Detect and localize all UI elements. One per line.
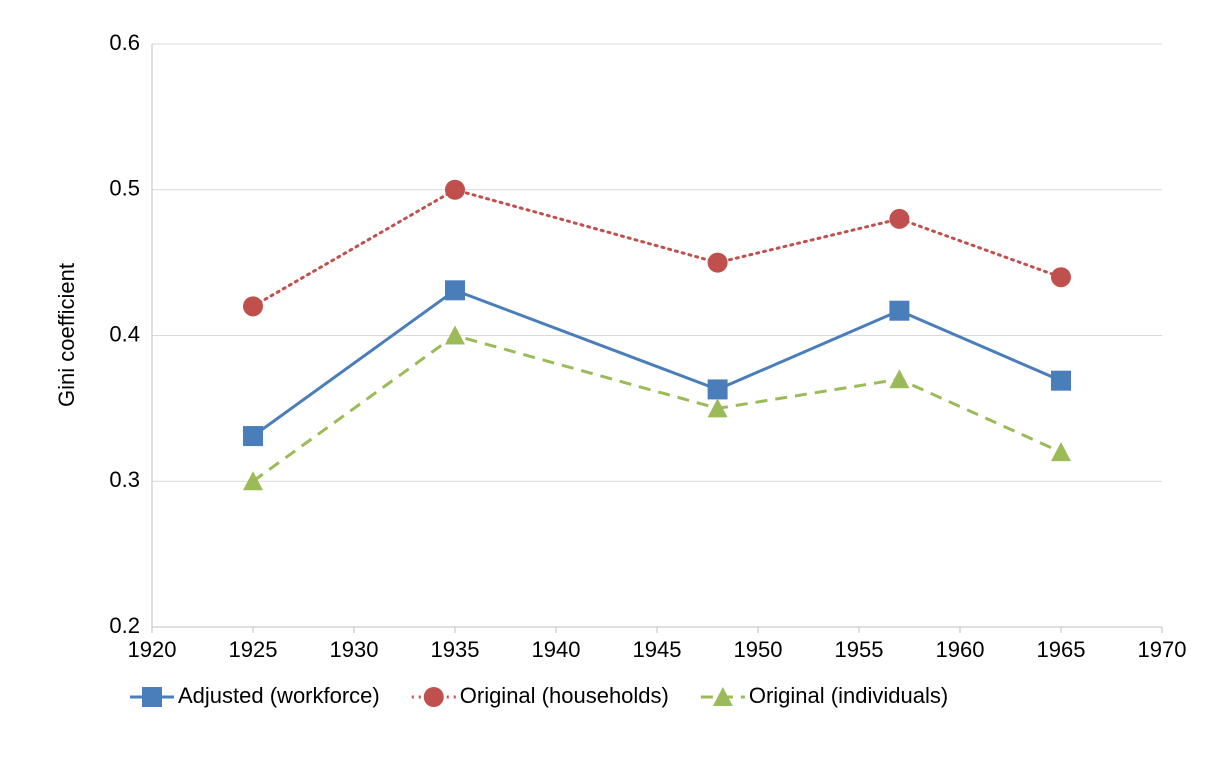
x-tick-label: 1950	[734, 637, 783, 662]
marker	[889, 208, 910, 229]
x-tick-label: 1930	[330, 637, 379, 662]
marker	[445, 280, 465, 301]
marker	[445, 325, 465, 345]
series-line	[252, 333, 1062, 483]
x-tick-label: 1935	[431, 637, 480, 662]
marker	[1051, 370, 1071, 391]
series-line	[251, 188, 1063, 308]
y-axis-label: Gini coefficient	[54, 263, 79, 407]
series-line	[252, 288, 1062, 438]
marker	[243, 426, 263, 447]
y-tick-label: 0.4	[109, 321, 140, 346]
marker	[1051, 442, 1071, 462]
marker	[445, 179, 465, 200]
marker	[243, 471, 263, 491]
legend-marker	[712, 687, 733, 706]
marker	[707, 252, 728, 273]
legend-label: Original (individuals)	[749, 683, 948, 708]
y-tick-label: 0.6	[109, 30, 140, 55]
marker	[707, 379, 728, 400]
x-tick-label: 1955	[835, 637, 884, 662]
x-tick-label: 1920	[128, 637, 177, 662]
marker	[243, 296, 263, 317]
y-tick-label: 0.5	[109, 176, 140, 201]
marker	[1051, 267, 1071, 288]
x-tick-label: 1970	[1138, 637, 1187, 662]
legend-label: Adjusted (workforce)	[178, 683, 380, 708]
marker	[889, 300, 910, 321]
legend-label: Original (households)	[460, 683, 669, 708]
y-tick-label: 0.3	[109, 467, 140, 492]
legend-marker	[423, 687, 444, 707]
x-tick-label: 1960	[936, 637, 985, 662]
y-tick-label: 0.2	[109, 613, 140, 638]
legend-marker	[142, 687, 162, 707]
x-tick-label: 1965	[1037, 637, 1086, 662]
marker	[707, 398, 728, 418]
x-tick-label: 1940	[532, 637, 581, 662]
x-tick-label: 1945	[633, 637, 682, 662]
x-tick-label: 1925	[229, 637, 278, 662]
marker	[889, 369, 910, 389]
